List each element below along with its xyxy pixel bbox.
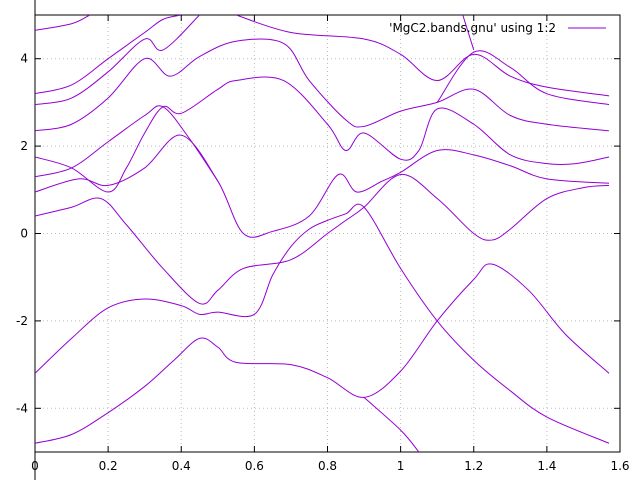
band-line-5 [35, 76, 610, 193]
x-tick-label: 0.2 [99, 459, 118, 473]
y-tick-label: 0 [20, 227, 28, 241]
x-tick-label: 0.4 [172, 459, 191, 473]
band-line-9 [35, 15, 182, 95]
x-tick-label: 1.4 [537, 459, 556, 473]
band-line-4 [35, 134, 610, 238]
band-line-8 [35, 15, 200, 106]
band-line-6 [35, 105, 219, 182]
y-tick-label: -4 [16, 401, 28, 415]
series-layer [35, 15, 610, 452]
x-tick-label: 0.6 [245, 459, 264, 473]
band-line-3 [35, 173, 610, 305]
x-tick-label: 1.6 [610, 459, 629, 473]
x-tick-label: 0 [31, 459, 39, 473]
tick-layer: 0 0.2 0.4 0.6 0.8 1 1.2 1.4 1.6 -4 -2 0 2 4 [16, 15, 630, 473]
band-line-1 [35, 263, 610, 444]
band-line-10 [35, 15, 91, 31]
band-line-12 [436, 50, 610, 106]
y-tick-label: 4 [20, 52, 28, 66]
x-tick-label: 0.8 [318, 459, 337, 473]
y-tick-label: -2 [16, 314, 28, 328]
band-line-14 [363, 397, 420, 452]
x-tick-label: 1.2 [464, 459, 483, 473]
legend-label: 'MgC2.bands.gnu' using 1:2 [389, 21, 556, 35]
legend: 'MgC2.bands.gnu' using 1:2 [389, 21, 606, 35]
band-line-13 [462, 15, 475, 51]
y-tick-label: 2 [20, 139, 28, 153]
x-tick-label: 1 [397, 459, 405, 473]
band-line-2 [35, 203, 610, 444]
band-line-11 [235, 15, 610, 97]
band-line-7 [35, 38, 610, 132]
